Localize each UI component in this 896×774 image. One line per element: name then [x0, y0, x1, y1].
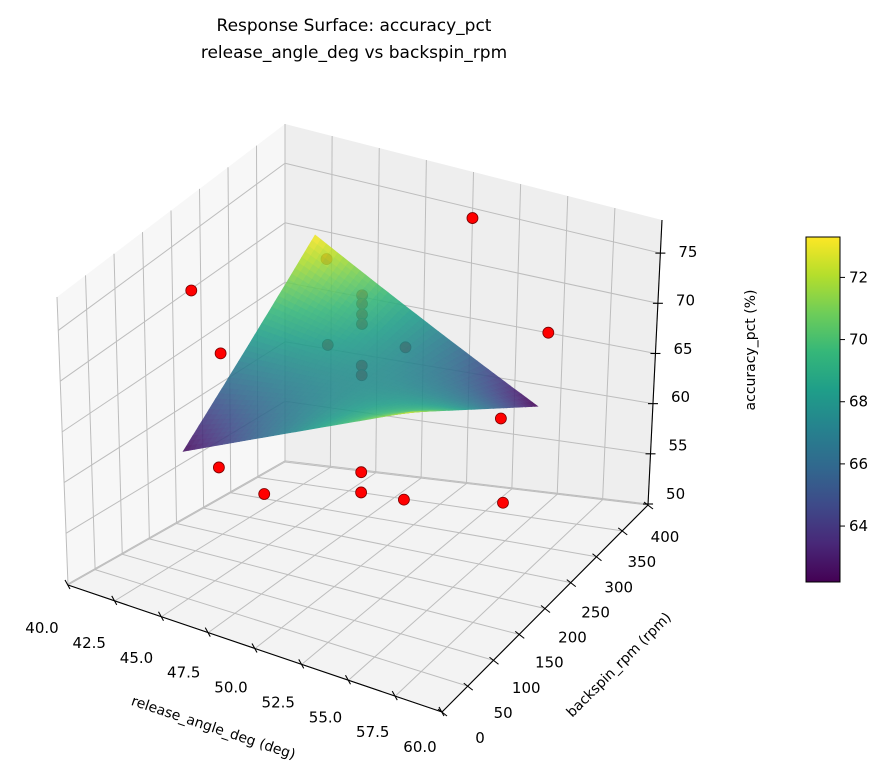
z-grid-left	[61, 281, 286, 433]
y-grid-left	[199, 188, 205, 509]
z-axis-line	[647, 219, 663, 506]
x-grid-back	[511, 183, 522, 489]
chart-title-line-2: release_angle_deg vs backspin_rpm	[201, 43, 507, 63]
x-tick-label: 50.0	[214, 679, 247, 697]
z-grid-back	[284, 162, 661, 254]
y-grid-left	[56, 296, 69, 586]
data-point	[355, 486, 368, 499]
y-grid-left	[170, 210, 177, 524]
y-tick-label: 50	[494, 704, 513, 722]
response-surface	[182, 234, 539, 452]
surface-patch	[404, 411, 415, 414]
chart-title-line-1: Response Surface: accuracy_pct	[217, 16, 492, 36]
y-tick-label: 100	[512, 679, 541, 697]
y-tick-label: 200	[558, 629, 587, 647]
x-tick-label: 40.0	[25, 619, 58, 637]
y-grid-floor	[176, 523, 546, 609]
y-grid-floor	[203, 507, 571, 584]
z-grid-left	[59, 222, 286, 382]
y-grid-floor	[122, 553, 494, 661]
x-tick-label: 55.0	[309, 708, 342, 726]
y-grid-floor	[230, 492, 597, 558]
data-point	[497, 496, 509, 509]
y-grid-floor	[94, 569, 468, 687]
data-point	[258, 488, 271, 500]
x-tick-mark	[298, 659, 305, 669]
z-tick-label: 60	[671, 388, 690, 406]
y-grid-left	[85, 275, 96, 570]
y-tick-mark	[643, 501, 654, 510]
colorbar-tick-label: 72	[849, 268, 868, 286]
y-grid-floor	[257, 476, 623, 532]
x-tick-label: 52.5	[262, 693, 295, 711]
x-tick-mark	[64, 579, 71, 590]
y-tick-label: 150	[535, 654, 564, 672]
data-point	[185, 284, 198, 297]
z-grid-left	[57, 162, 286, 331]
z-grid-back	[284, 460, 649, 505]
x-tick-mark	[204, 627, 211, 637]
z-axis-label: accuracy_pct (%)	[743, 290, 759, 411]
x-tick-label: 57.5	[356, 723, 389, 741]
x-grid-back	[602, 207, 616, 500]
z-tick-label: 65	[673, 340, 692, 358]
y-tick-label: 0	[475, 729, 485, 747]
z-tick-label: 75	[678, 243, 697, 261]
y-tick-mark	[566, 579, 577, 588]
y-tick-mark	[540, 605, 551, 613]
x-tick-mark	[251, 643, 258, 653]
data-point	[214, 347, 227, 360]
x-tick-mark	[158, 611, 164, 622]
colorbar-gradient	[805, 236, 841, 583]
x-grid-back	[420, 159, 427, 479]
colorbar: 64 66 68 70 72	[805, 236, 868, 583]
x-grid-back	[556, 195, 569, 495]
y-grid-floor	[284, 461, 649, 506]
z-grid-back	[284, 222, 659, 304]
axes: 40.0 42.5 45.0 47.5 50.0 52.5 55.0 57.5 60.0 0 50 1…	[25, 219, 697, 756]
x-tick-mark	[391, 690, 398, 701]
y-tick-mark	[489, 656, 499, 665]
z-tick-label: 70	[676, 291, 695, 309]
z-tick-label: 50	[666, 485, 685, 503]
x-tick-mark	[345, 674, 351, 685]
x-tick-label: 45.0	[120, 649, 153, 667]
data-point	[494, 412, 507, 425]
y-grid-left	[142, 232, 150, 539]
x-tick-mark	[111, 595, 118, 606]
data-point	[466, 212, 479, 224]
y-tick-label: 250	[581, 603, 610, 621]
z-tick-label: 55	[669, 437, 688, 455]
y-tick-mark	[617, 527, 628, 536]
y-grid-left	[113, 253, 123, 555]
colorbar-tick-label: 70	[849, 331, 868, 349]
colorbar-tick-label: 66	[849, 455, 868, 473]
y-grid-floor	[149, 538, 520, 635]
y-tick-mark	[514, 630, 525, 639]
y-tick-label: 400	[651, 528, 680, 546]
y-axis-label: backspin_rpm (rpm)	[564, 610, 675, 721]
data-point	[542, 326, 555, 339]
y-tick-label: 350	[628, 553, 657, 571]
data-point	[212, 461, 225, 474]
x-tick-label: 42.5	[73, 634, 106, 652]
y-tick-mark	[463, 682, 474, 691]
data-point	[355, 466, 368, 479]
data-point	[398, 493, 410, 506]
colorbar-tick-label: 64	[849, 517, 868, 535]
x-tick-label: 60.0	[403, 738, 436, 756]
y-tick-mark	[437, 708, 448, 717]
left-pane	[57, 124, 285, 585]
floor-pane	[68, 462, 648, 712]
z-grid-left	[67, 460, 286, 585]
y-tick-label: 300	[604, 578, 633, 596]
y-tick-mark	[592, 553, 602, 562]
x-tick-label: 47.5	[167, 664, 200, 682]
colorbar-tick-label: 68	[849, 393, 868, 411]
